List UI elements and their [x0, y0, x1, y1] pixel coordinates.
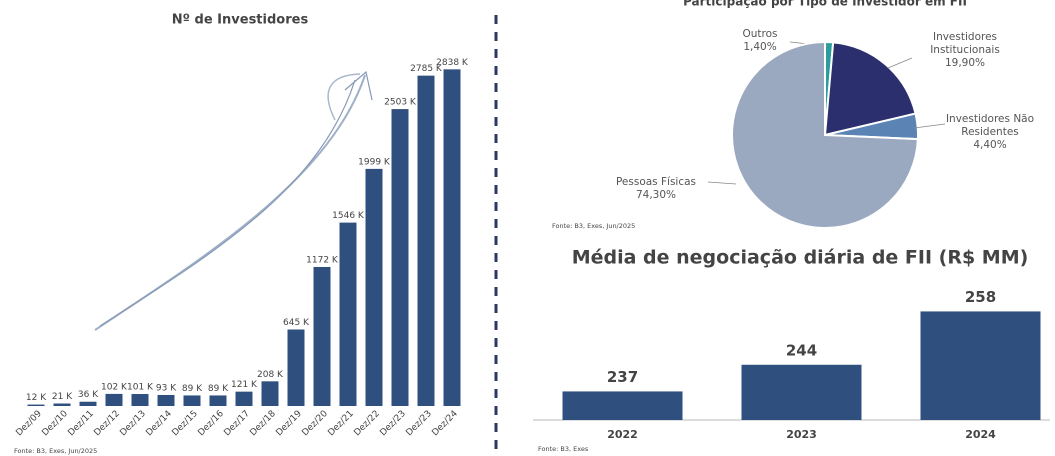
value-label: 102 K: [101, 382, 128, 392]
bar: [105, 393, 123, 406]
pie-label: Investidores Institucionais 19,90%: [915, 31, 1015, 70]
decor-arrow: [327, 73, 361, 121]
decor-arrow: [99, 70, 373, 327]
x-tick-label: Dez/15: [170, 409, 199, 438]
leader-line: [887, 57, 913, 69]
value-label: 12 K: [26, 393, 47, 403]
pie-label-value: 19,90%: [944, 57, 986, 69]
bar: [365, 168, 383, 406]
pie-label-name: Investidores Não Residentes: [945, 113, 1035, 138]
value-label: 1999 K: [358, 157, 391, 167]
pie-label-value: 74,30%: [635, 189, 677, 201]
value-label: 89 K: [208, 384, 229, 394]
x-tick-label: 2024: [965, 428, 996, 441]
leader-line: [913, 123, 946, 129]
x-tick-label: Dez/19: [274, 409, 304, 439]
value-label: 21 K: [52, 392, 73, 402]
chart-title: Média de negociação diária de FII (R$ MM…: [572, 247, 1029, 269]
bar: [261, 381, 279, 406]
pie-label-value: 4,40%: [973, 139, 1007, 151]
x-tick-label: Dez/24: [430, 409, 460, 439]
bar: [209, 395, 227, 406]
bar: [131, 394, 149, 406]
value-label: 237: [607, 368, 638, 386]
value-label: 208 K: [257, 370, 284, 380]
chart-title: Nº de Investidores: [172, 13, 309, 28]
value-label: 244: [786, 341, 817, 359]
bar: [79, 401, 97, 406]
x-tick-label: 2023: [786, 428, 817, 441]
value-label: 93 K: [156, 383, 177, 393]
x-tick-label: Dez/12: [92, 409, 121, 438]
bar: [417, 75, 435, 406]
bar: [339, 222, 357, 406]
x-tick-label: Dez/10: [40, 409, 70, 439]
pie-slice: [731, 40, 919, 229]
bar: [27, 404, 45, 406]
leader-line: [707, 181, 737, 185]
pie-label: Pessoas Físicas 74,30%: [600, 176, 712, 202]
x-tick-label: Dez/22: [352, 409, 381, 438]
value-label: 645 K: [283, 318, 310, 328]
bar: [741, 364, 862, 420]
pie-label: Outros 1,40%: [720, 28, 800, 54]
x-tick-label: Dez/21: [326, 409, 355, 438]
value-label: 2785 K: [410, 64, 443, 74]
chart-title: Participação por Tipo de Investidor em F…: [683, 0, 967, 9]
bar: [157, 394, 175, 406]
x-tick-label: 2022: [607, 428, 638, 441]
x-tick-label: Dez/23: [378, 409, 407, 438]
bar: [313, 266, 331, 406]
pie-label-name: Outros: [742, 28, 778, 40]
value-label: 101 K: [127, 383, 154, 393]
value-label: 258: [965, 288, 996, 306]
source-note: Fonte: B3, Exes: [538, 445, 589, 453]
bar: [287, 329, 305, 406]
value-label: 2503 K: [384, 98, 417, 108]
x-tick-label: Dez/13: [118, 409, 147, 438]
value-label: 121 K: [231, 380, 258, 390]
x-tick-label: Dez/20: [300, 409, 330, 439]
x-tick-label: Dez/11: [66, 409, 95, 438]
x-tick-label: Dez/09: [14, 409, 44, 439]
pie-slice: [823, 41, 917, 137]
pie-label: Investidores Não Residentes 4,40%: [935, 113, 1045, 152]
bar: [920, 311, 1041, 420]
value-label: 1546 K: [332, 211, 365, 221]
x-tick-label: Dez/17: [222, 409, 251, 438]
source-note: Fonte: B3, Exes, Jun/2025: [14, 447, 97, 455]
pie-label-value: 1,40%: [743, 41, 777, 53]
value-label: 1172 K: [306, 255, 339, 265]
value-label: 89 K: [182, 384, 203, 394]
pie-label-name: Pessoas Físicas: [615, 176, 697, 188]
pie-label-name: Investidores Institucionais: [930, 31, 1000, 56]
x-tick-label: Dez/14: [144, 409, 174, 439]
value-label: 2838 K: [436, 58, 469, 68]
bar: [235, 391, 253, 406]
bar: [53, 403, 71, 406]
value-label: 36 K: [78, 390, 99, 400]
bar: [183, 395, 201, 406]
x-tick-label: Dez/23: [404, 409, 433, 438]
bar: [562, 391, 683, 420]
bar: [391, 109, 409, 407]
bar: [443, 69, 461, 406]
source-note: Fonte: B3, Exes, Jun/2025: [552, 222, 635, 230]
x-tick-label: Dez/18: [248, 409, 278, 439]
x-tick-label: Dez/16: [196, 409, 226, 439]
